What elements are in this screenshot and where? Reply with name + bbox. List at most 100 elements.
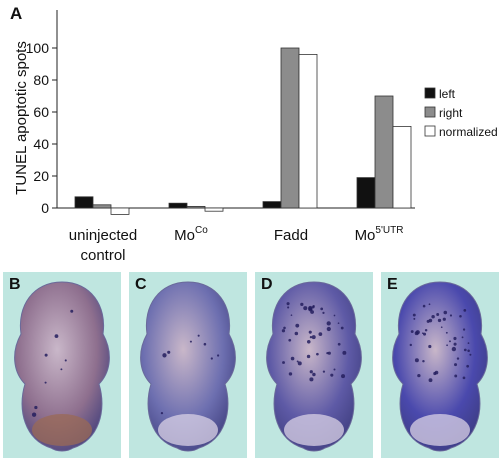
apoptotic-spot [341, 374, 346, 379]
panel-label-e: E [387, 276, 398, 293]
apoptotic-spot [333, 368, 336, 371]
apoptotic-spot [281, 329, 286, 333]
embryo-body [14, 281, 110, 452]
apoptotic-spot [462, 376, 466, 380]
embryo-image-b [14, 281, 110, 452]
apoptotic-spot [449, 340, 451, 343]
bar-normalized [110, 207, 130, 215]
photo-panel-d: D [255, 272, 373, 458]
y-tick-label: 60 [33, 104, 49, 120]
apoptotic-spot [440, 326, 443, 329]
apoptotic-spot [413, 317, 416, 320]
apoptotic-spot [203, 342, 207, 346]
apoptotic-spot [330, 373, 334, 377]
apoptotic-spot [327, 351, 331, 355]
x-category-label: Mo5'UTR [355, 225, 404, 244]
legend-label-right: right [439, 106, 463, 120]
apoptotic-spot [409, 343, 412, 347]
apoptotic-spot [322, 370, 326, 373]
legend-label-normalized: normalized [439, 125, 498, 139]
apoptotic-spot [445, 331, 448, 334]
bar-normalized [298, 54, 318, 209]
panel-label-d: D [261, 276, 273, 293]
apoptotic-spot [412, 313, 416, 317]
apoptotic-spot [306, 340, 311, 344]
apoptotic-spot [44, 381, 47, 384]
apoptotic-spot [459, 314, 462, 318]
embryo-body [140, 281, 236, 452]
apoptotic-spot [303, 306, 308, 311]
apoptotic-spot [290, 356, 295, 361]
legend-swatch-left [424, 87, 436, 99]
embryo-body [392, 281, 488, 452]
apoptotic-spot [283, 326, 286, 330]
x-category-label: Fadd [274, 227, 308, 244]
panel-label-a: A [10, 4, 22, 23]
apoptotic-spot [290, 314, 293, 316]
apoptotic-spot [31, 412, 37, 417]
apoptotic-spot [322, 311, 325, 314]
apoptotic-spot [197, 334, 200, 337]
embryo-lower-region [32, 414, 92, 446]
apoptotic-spot [337, 342, 341, 346]
apoptotic-spot [70, 309, 74, 313]
apoptotic-spot [453, 342, 457, 346]
apoptotic-spot [288, 338, 292, 342]
photo-panel-c: C [129, 272, 247, 458]
apoptotic-spot [424, 328, 428, 332]
y-tick-label: 100 [26, 40, 50, 56]
y-tick-label: 0 [41, 200, 49, 216]
apoptotic-spot [326, 326, 331, 332]
x-category-superscript: 5'UTR [375, 225, 403, 236]
apoptotic-spot [443, 310, 448, 315]
apoptotic-spot [469, 353, 472, 356]
photo-panel-e: E [381, 272, 499, 458]
apoptotic-spot [466, 364, 470, 368]
bar-right [374, 95, 394, 209]
embryo-lower-region [284, 414, 344, 446]
apoptotic-spot [453, 336, 457, 341]
bar-right [280, 47, 300, 209]
apoptotic-spot [423, 332, 427, 336]
y-tick-label: 20 [33, 168, 49, 184]
apoptotic-spot [467, 349, 470, 353]
apoptotic-spot [295, 323, 300, 328]
y-axis-label: TUNEL apoptotic spots [13, 41, 30, 195]
apoptotic-spot [456, 357, 460, 360]
legend-swatch-normalized [424, 125, 436, 137]
embryo-image-c [140, 281, 236, 452]
apoptotic-spot [454, 374, 458, 378]
x-category-superscript: Co [195, 225, 208, 236]
panel-label-b: B [9, 276, 21, 293]
apoptotic-spot [342, 350, 347, 355]
apoptotic-spot [309, 335, 313, 339]
apoptotic-spot [309, 370, 313, 374]
apoptotic-spot [306, 354, 311, 359]
apoptotic-spot [34, 405, 38, 410]
x-category-label: MoCo [174, 225, 208, 244]
apoptotic-spot [428, 303, 431, 306]
apoptotic-spot [287, 306, 290, 309]
apoptotic-spot [316, 352, 319, 356]
apoptotic-spot [294, 331, 299, 336]
apoptotic-spot [308, 305, 313, 311]
apoptotic-spot [436, 313, 440, 317]
apoptotic-spot [410, 330, 414, 333]
apoptotic-spot [442, 317, 446, 321]
apoptotic-spot [337, 322, 340, 324]
apoptotic-spot [167, 350, 171, 354]
apoptotic-spot [426, 319, 430, 323]
apoptotic-spot [296, 360, 299, 363]
apoptotic-spot [216, 354, 220, 357]
apoptotic-spot [437, 318, 442, 323]
y-ticks: 0 20 40 60 80 100 [26, 40, 57, 216]
apoptotic-spot [421, 332, 424, 335]
apoptotic-spot [433, 371, 437, 376]
apoptotic-spot [417, 373, 421, 378]
apoptotic-spot [333, 314, 336, 317]
apoptotic-spot [451, 346, 457, 352]
apoptotic-spot [44, 353, 48, 357]
bar-left [168, 202, 188, 209]
embryo-image-e [392, 281, 488, 452]
